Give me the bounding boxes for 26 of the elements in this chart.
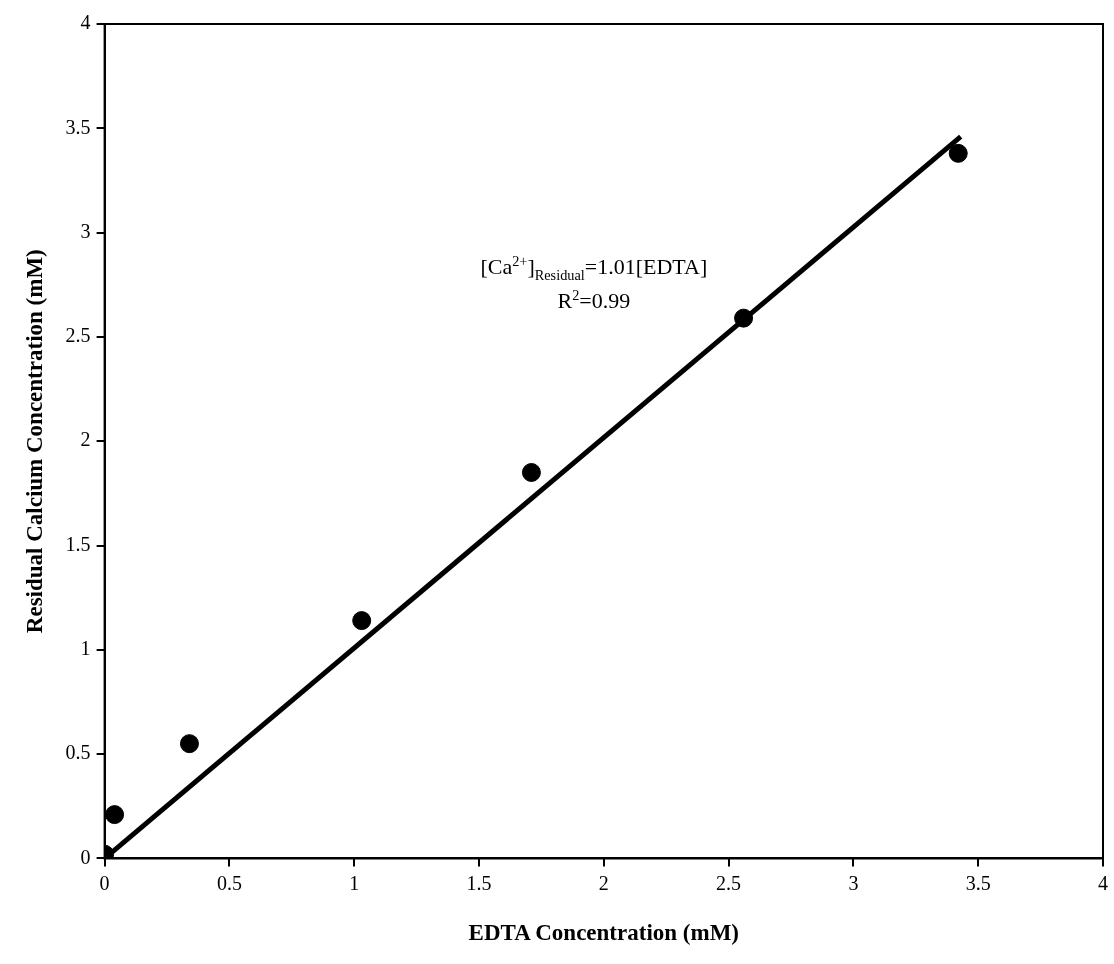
point — [179, 734, 199, 754]
point — [948, 143, 968, 163]
y-tick-label: 4 — [80, 11, 91, 34]
x-tick-label: 4 — [1098, 871, 1108, 894]
x-tick-label: 3 — [848, 871, 859, 894]
point — [734, 308, 754, 328]
point — [352, 611, 372, 631]
x-tick-label: 2.5 — [716, 871, 742, 894]
y-tick-label: 0.5 — [65, 741, 91, 764]
y-axis-title: Residual Calcium Concentration (mM) — [21, 249, 47, 634]
y-tick-label: 2 — [80, 428, 91, 451]
point — [105, 805, 125, 825]
x-tick-label: 1 — [349, 871, 360, 894]
y-tick-label: 2.5 — [65, 324, 91, 347]
x-axis-title: EDTA Concentration (mM) — [468, 920, 740, 946]
y-tick-label: 3 — [80, 219, 91, 242]
x-tick-label: 2 — [598, 871, 609, 894]
y-tick-label: 3.5 — [65, 115, 91, 138]
x-tick-label: 3.5 — [965, 871, 991, 894]
y-tick-label: 1 — [80, 637, 91, 660]
x-tick-label: 1.5 — [466, 871, 492, 894]
x-tick-label: 0 — [99, 871, 110, 894]
y-tick-label: 1.5 — [65, 532, 91, 555]
point — [521, 462, 541, 482]
x-tick-label: 0.5 — [216, 871, 242, 894]
y-tick-label: 0 — [80, 845, 91, 868]
